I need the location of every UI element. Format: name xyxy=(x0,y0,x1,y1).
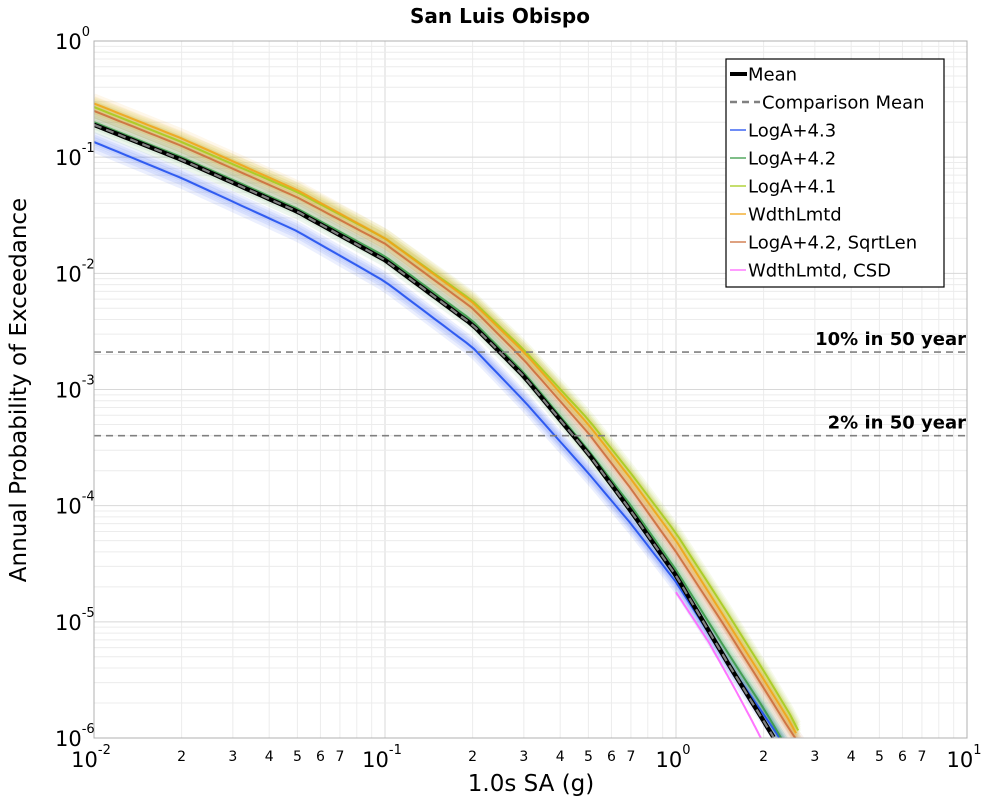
x-minor-tick-label: 2 xyxy=(759,749,768,765)
x-minor-tick-label: 4 xyxy=(556,749,565,765)
x-tick-label: 10-1 xyxy=(362,743,402,772)
reference-line-label: 10% in 50 year xyxy=(815,329,966,350)
x-minor-tick-label: 7 xyxy=(335,749,344,765)
x-minor-tick-label: 5 xyxy=(293,749,302,765)
series-line xyxy=(94,106,800,731)
branch-curve xyxy=(94,137,785,738)
x-minor-tick-label: 5 xyxy=(875,749,884,765)
branch-curve xyxy=(94,115,794,738)
legend-label: LogA+4.2 xyxy=(748,149,836,170)
y-tick-label: 10-3 xyxy=(55,374,95,403)
legend-label: Mean xyxy=(748,65,797,86)
plot-frame xyxy=(93,40,968,739)
chart-title: San Luis Obispo xyxy=(410,4,590,28)
y-tick-label: 10-1 xyxy=(55,141,95,170)
series-line xyxy=(94,109,797,738)
legend: Mean Comparison Mean LogA+4.3 LogA+4.2 LogA+… xyxy=(725,58,945,288)
reference-line-label: 2% in 50 year xyxy=(828,413,966,434)
x-tick-label: 100 xyxy=(655,743,690,772)
x-minor-tick-label: 3 xyxy=(810,749,819,765)
branch-curve xyxy=(94,143,781,738)
legend-label: LogA+4.2, SqrtLen xyxy=(748,233,917,254)
y-tick-label: 10-6 xyxy=(55,722,95,751)
x-minor-tick-label: 2 xyxy=(468,749,477,765)
y-tick-label: 10-4 xyxy=(55,490,95,519)
x-minor-tick-label: 7 xyxy=(917,749,926,765)
legend-box xyxy=(725,58,945,288)
x-minor-tick-label: 4 xyxy=(265,749,274,765)
branch-curve xyxy=(94,106,801,738)
x-minor-tick-label: 6 xyxy=(607,749,616,765)
x-minor-tick-label: 6 xyxy=(316,749,325,765)
branch-curve xyxy=(94,117,786,738)
legend-label: LogA+4.3 xyxy=(748,121,836,142)
legend-label: Comparison Mean xyxy=(762,93,925,114)
legend-label: LogA+4.1 xyxy=(748,177,836,198)
y-tick-label: 10-5 xyxy=(55,606,95,635)
y-tick-label: 100 xyxy=(55,25,90,54)
series-lines xyxy=(94,102,800,738)
branch-curve xyxy=(94,99,801,728)
branch-curve xyxy=(94,112,797,738)
branch-curve xyxy=(94,146,779,738)
x-minor-tick-label: 7 xyxy=(626,749,635,765)
legend-label: WdthLmtd xyxy=(748,205,842,226)
y-axis-ticks: 100 10-1 10-2 10-3 10-4 10-5 10-6 xyxy=(55,25,95,751)
x-minor-tick-label: 2 xyxy=(177,749,186,765)
x-minor-tick-label: 4 xyxy=(847,749,856,765)
legend-label: WdthLmtd, CSD xyxy=(748,261,891,282)
x-minor-tick-label: 3 xyxy=(519,749,528,765)
comparison-mean-line xyxy=(94,123,775,738)
branch-curve xyxy=(94,97,801,725)
series-line xyxy=(94,102,797,734)
x-tick-label: 101 xyxy=(946,743,981,772)
x-tick-label: 10-2 xyxy=(71,743,111,772)
y-axis-label: Annual Probability of Exceedance xyxy=(6,198,32,582)
series-line xyxy=(94,141,781,738)
x-minor-tick-label: 3 xyxy=(228,749,237,765)
branch-curve xyxy=(94,112,789,738)
series-line xyxy=(94,121,783,738)
x-minor-tick-label: 5 xyxy=(584,749,593,765)
y-tick-label: 10-2 xyxy=(55,257,95,286)
x-minor-tick-label: 6 xyxy=(898,749,907,765)
reference-lines: 10% in 50 year 2% in 50 year xyxy=(94,329,967,437)
branch-curve xyxy=(94,102,801,730)
branch-curve xyxy=(94,96,799,731)
x-axis-label: 1.0s SA (g) xyxy=(468,771,595,797)
branch-curve xyxy=(94,115,788,738)
grid xyxy=(93,41,967,739)
series-line xyxy=(675,591,762,738)
